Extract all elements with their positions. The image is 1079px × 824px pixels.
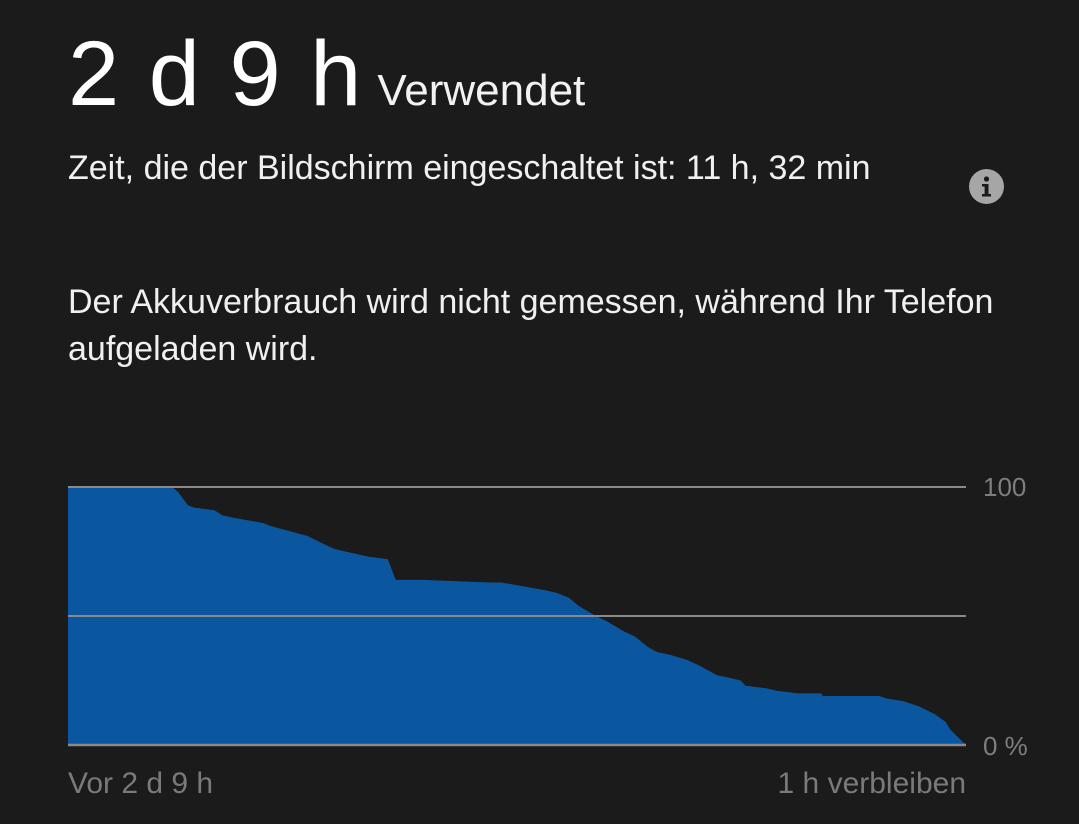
x-label-end: 1 h verbleiben [778, 767, 966, 800]
usage-header: 2 d 9 h Verwendet [68, 28, 585, 120]
screen-on-time-text: Zeit, die der Bildschirm eingeschaltet i… [68, 149, 871, 187]
info-icon[interactable] [969, 169, 1004, 204]
y-tick-label-bottom: 0 % [983, 731, 1028, 761]
usage-duration-label: Verwendet [377, 66, 586, 115]
y-tick-label-top: 100 [983, 472, 1026, 502]
usage-duration-value: 2 d 9 h [68, 23, 364, 125]
chart-grid-layer [68, 486, 966, 747]
charging-note-text: Der Akkuverbrauch wird nicht gemessen, w… [68, 283, 994, 368]
x-label-start: Vor 2 d 9 h [68, 767, 213, 800]
